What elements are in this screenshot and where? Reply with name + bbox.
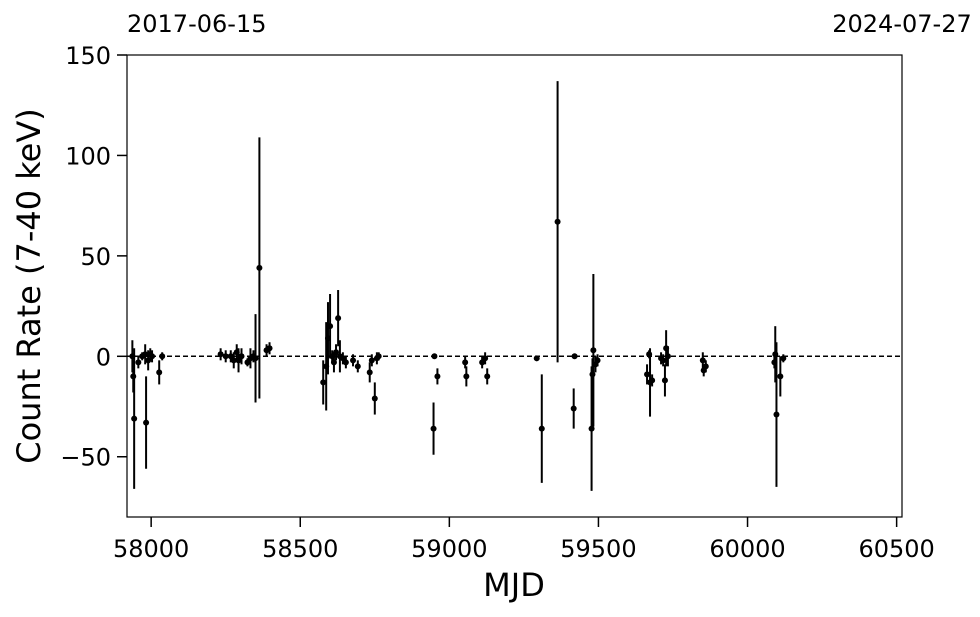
data-point (664, 353, 671, 360)
data-point (330, 359, 337, 366)
x-tick-label: 59000 (411, 535, 487, 563)
data-point (780, 355, 787, 362)
x-tick-label: 60500 (858, 535, 934, 563)
data-point (431, 353, 438, 360)
data-point (131, 415, 138, 422)
data-point (571, 353, 578, 360)
data-point (149, 353, 156, 360)
data-point (375, 353, 382, 360)
data-point (230, 357, 237, 364)
x-tick-label: 59500 (560, 535, 636, 563)
data-point (588, 425, 595, 432)
data-point (327, 323, 334, 330)
data-point (661, 377, 668, 384)
data-point (354, 363, 361, 370)
top-x-tick-label: 2024-07-27 (832, 10, 971, 38)
y-tick-label: 50 (80, 243, 111, 271)
data-point (333, 349, 340, 356)
data-point (217, 351, 224, 358)
data-point (159, 353, 166, 360)
y-tick-label: −50 (60, 444, 111, 472)
data-point (222, 353, 229, 360)
data-point (320, 379, 327, 386)
data-point (699, 357, 706, 364)
x-tick-label: 60000 (709, 535, 785, 563)
data-point (366, 369, 373, 376)
data-point (335, 315, 342, 322)
data-point (371, 395, 378, 402)
data-point (238, 353, 245, 360)
data-point (660, 357, 667, 364)
data-point (129, 353, 136, 360)
data-point (533, 355, 540, 362)
top-x-tick-label: 2017-06-15 (127, 10, 266, 38)
data-point (462, 359, 469, 366)
x-tick-label: 58500 (262, 535, 338, 563)
data-point (702, 363, 709, 370)
data-point (594, 357, 601, 364)
data-point (368, 357, 375, 364)
data-point (342, 359, 349, 366)
data-point (350, 357, 357, 364)
data-point (143, 419, 150, 426)
y-tick-label: 100 (65, 142, 111, 170)
data-point (482, 355, 489, 362)
data-point (484, 373, 491, 380)
data-point (430, 425, 437, 432)
data-point (554, 218, 561, 225)
data-point (777, 373, 784, 380)
data-point (538, 425, 545, 432)
plot-frame (126, 54, 903, 518)
x-tick-label: 58000 (113, 535, 189, 563)
data-point (252, 355, 259, 362)
data-point (570, 405, 577, 412)
data-point (771, 359, 778, 366)
data-point (590, 347, 597, 354)
y-tick-label: 0 (96, 343, 111, 371)
data-point (135, 359, 142, 366)
data-point (256, 264, 263, 271)
data-point (434, 373, 441, 380)
data-point (266, 345, 273, 352)
y-tick-label: 150 (65, 42, 111, 70)
data-point (142, 351, 149, 358)
data-point (156, 369, 163, 376)
data-point (644, 371, 651, 378)
data-point (649, 377, 656, 384)
data-point (463, 373, 470, 380)
y-axis-label: Count Rate (7-40 keV) (10, 108, 48, 463)
x-axis-label: MJD (483, 566, 545, 604)
data-point (773, 411, 780, 418)
